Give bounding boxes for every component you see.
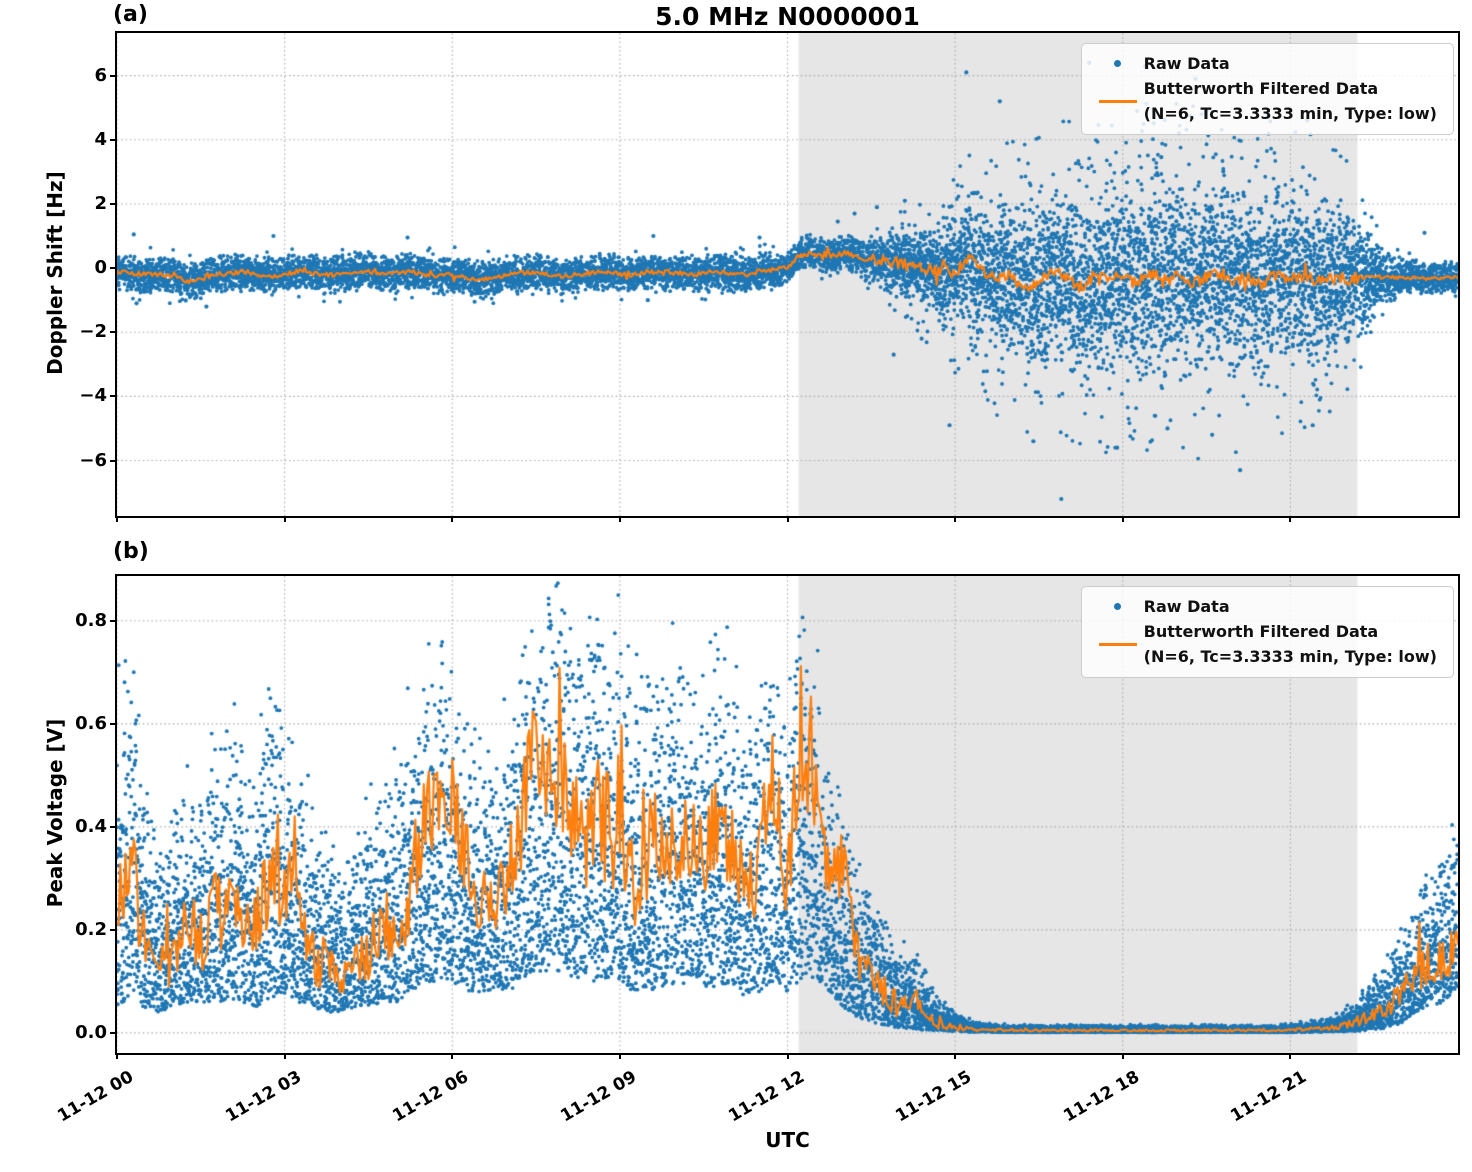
y-tick-label: 4 bbox=[94, 128, 107, 150]
x-tick-label: 11-12 09 bbox=[557, 1067, 640, 1127]
y-tick-mark bbox=[110, 1031, 117, 1034]
y-tick-mark bbox=[110, 138, 117, 141]
panel-a-legend: Raw Data Butterworth Filtered Data (N=6,… bbox=[1080, 43, 1454, 135]
legend-filtered-entry: Butterworth Filtered Data (N=6, Tc=3.333… bbox=[1092, 76, 1437, 126]
y-tick-mark bbox=[110, 267, 117, 270]
x-tick-mark bbox=[954, 1053, 957, 1059]
x-tick-mark bbox=[618, 1053, 621, 1059]
panel-a-tag: (a) bbox=[113, 2, 148, 27]
x-tick-mark bbox=[786, 1053, 789, 1059]
legend-raw-label: Raw Data bbox=[1143, 597, 1230, 616]
legend-filtered-label-line1: Butterworth Filtered Data bbox=[1143, 79, 1379, 98]
y-tick-label: −4 bbox=[79, 385, 107, 407]
legend-raw-entry: Raw Data bbox=[1092, 51, 1437, 76]
y-tick-label: −6 bbox=[79, 449, 107, 471]
y-tick-mark bbox=[110, 722, 117, 725]
raw-data-dot-marker bbox=[1114, 60, 1122, 67]
panel-b-legend: Raw Data Butterworth Filtered Data (N=6,… bbox=[1080, 586, 1454, 678]
y-tick-mark bbox=[110, 928, 117, 931]
y-tick-label: 0 bbox=[94, 257, 107, 279]
legend-filtered-label-line2: (N=6, Tc=3.3333 min, Type: low) bbox=[1143, 104, 1437, 123]
y-tick-mark bbox=[110, 619, 117, 622]
y-tick-label: 2 bbox=[94, 192, 107, 214]
y-tick-label: 6 bbox=[94, 64, 107, 86]
x-tick-label: 11-12 15 bbox=[892, 1067, 976, 1127]
y-tick-mark bbox=[110, 331, 117, 334]
y-tick-label: 0.6 bbox=[75, 712, 107, 734]
legend-filtered-label-line2: (N=6, Tc=3.3333 min, Type: low) bbox=[1143, 647, 1437, 666]
x-tick-label: 11-12 21 bbox=[1227, 1067, 1311, 1127]
x-tick-mark bbox=[618, 516, 621, 522]
x-tick-mark bbox=[1289, 1053, 1292, 1059]
x-tick-mark bbox=[954, 516, 957, 522]
filtered-line-marker bbox=[1098, 642, 1137, 646]
panel-b-tag: (b) bbox=[113, 539, 149, 564]
y-tick-label: 0.2 bbox=[75, 918, 107, 940]
panel-a-plot-area: Raw Data Butterworth Filtered Data (N=6,… bbox=[115, 31, 1460, 518]
x-tick-label: 11-12 12 bbox=[724, 1067, 808, 1127]
figure-title: 5.0 MHz N0000001 bbox=[655, 2, 920, 31]
y-tick-mark bbox=[110, 202, 117, 205]
y-tick-label: 0.8 bbox=[75, 609, 107, 631]
y-tick-mark bbox=[110, 395, 117, 398]
legend-raw-label: Raw Data bbox=[1143, 54, 1230, 73]
y-tick-label: −2 bbox=[79, 321, 107, 343]
x-axis-label: UTC bbox=[765, 1128, 810, 1152]
panel-b-plot-area: Raw Data Butterworth Filtered Data (N=6,… bbox=[115, 574, 1460, 1055]
x-tick-mark bbox=[1289, 516, 1292, 522]
y-tick-mark bbox=[110, 825, 117, 828]
x-tick-mark bbox=[283, 516, 286, 522]
y-tick-mark bbox=[110, 74, 117, 77]
x-tick-label: 11-12 03 bbox=[221, 1067, 305, 1127]
filtered-line-marker bbox=[1098, 99, 1137, 103]
x-tick-mark bbox=[116, 1053, 118, 1059]
x-tick-mark bbox=[1121, 516, 1124, 522]
x-tick-mark bbox=[1121, 1053, 1124, 1059]
x-tick-mark bbox=[116, 516, 118, 522]
legend-filtered-label-line1: Butterworth Filtered Data bbox=[1143, 622, 1379, 641]
x-tick-label: 11-12 00 bbox=[54, 1067, 137, 1127]
x-tick-mark bbox=[451, 1053, 454, 1059]
y-tick-mark bbox=[110, 459, 117, 462]
x-tick-label: 11-12 06 bbox=[389, 1067, 473, 1127]
x-tick-mark bbox=[451, 516, 454, 522]
legend-raw-entry: Raw Data bbox=[1092, 594, 1437, 619]
legend-filtered-entry: Butterworth Filtered Data (N=6, Tc=3.333… bbox=[1092, 619, 1437, 669]
raw-data-dot-marker bbox=[1114, 603, 1122, 610]
y-tick-label: 0.4 bbox=[75, 815, 107, 837]
x-tick-mark bbox=[786, 516, 789, 522]
y-tick-label: 0.0 bbox=[75, 1021, 107, 1043]
x-tick-label: 11-12 18 bbox=[1060, 1067, 1143, 1127]
x-tick-mark bbox=[283, 1053, 286, 1059]
